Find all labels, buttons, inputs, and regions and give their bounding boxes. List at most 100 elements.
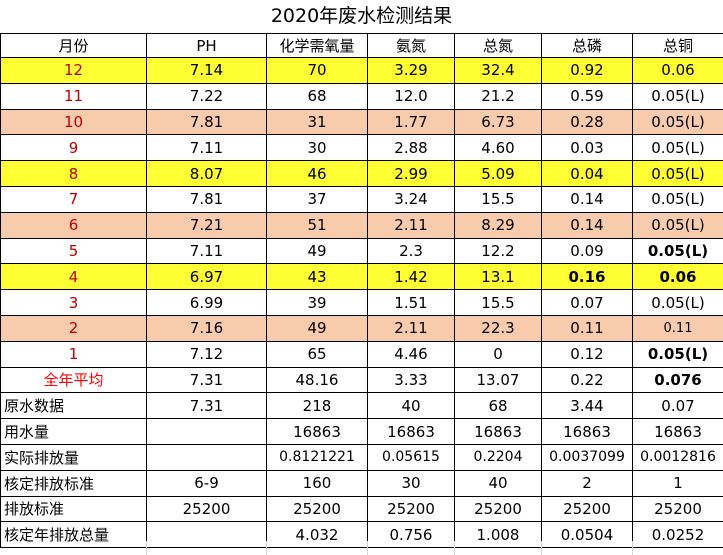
total-phosphorus-cell: 0.14 [541, 185, 633, 213]
ph-cell [146, 521, 267, 549]
ammonia-nitrogen-cell: 3.29 [367, 57, 455, 84]
summary-label: 实际排放量 [0, 443, 147, 471]
ammonia-nitrogen-cell: 25200 [367, 495, 455, 523]
header-total-copper: 总铜 [632, 33, 723, 58]
header-cod: 化学需氧量 [266, 33, 368, 58]
month-cell: 3 [0, 289, 147, 316]
total-copper-cell: 0.05(L) [632, 108, 723, 136]
ph-cell [146, 418, 267, 445]
cod-cell: 70 [266, 57, 368, 84]
total-nitrogen-cell: 0 [454, 340, 542, 368]
total-phosphorus-cell: 16863 [541, 418, 633, 445]
month-cell: 9 [0, 134, 147, 162]
ammonia-nitrogen-cell: 1.77 [367, 108, 455, 136]
total-phosphorus-cell: 3.44 [541, 392, 633, 420]
cod-cell: 37 [266, 185, 368, 213]
cod-cell: 48.16 [266, 366, 368, 394]
total-copper-cell: 0.0012816 [632, 443, 723, 471]
ammonia-nitrogen-cell: 0.756 [367, 521, 455, 549]
total-copper-cell: 0.06 [632, 57, 723, 84]
header-ph: PH [146, 33, 267, 58]
cod-cell: 25200 [266, 495, 368, 523]
cod-cell: 31 [266, 108, 368, 136]
ph-cell: 7.31 [146, 392, 267, 420]
total-phosphorus-cell: 0.28 [541, 108, 633, 136]
total-nitrogen-cell: 25200 [454, 495, 542, 523]
summary-label: 核定年排放总量 [0, 521, 147, 549]
ammonia-nitrogen-cell: 1.51 [367, 289, 455, 316]
total-nitrogen-cell: 15.5 [454, 289, 542, 316]
ph-cell: 7.81 [146, 108, 267, 136]
month-cell: 4 [0, 263, 147, 291]
ammonia-nitrogen-cell: 2.99 [367, 160, 455, 187]
cod-cell: 46 [266, 160, 368, 187]
table-title: 2020年废水检测结果 [270, 5, 453, 27]
ammonia-nitrogen-cell: 1.42 [367, 263, 455, 291]
month-cell: 11 [0, 82, 147, 110]
cod-cell: 16863 [266, 418, 368, 445]
total-nitrogen-cell: 15.5 [454, 185, 542, 213]
total-phosphorus-cell: 0.14 [541, 211, 633, 239]
table-row: 12 7.14 70 3.29 32.4 0.92 0.06 [0, 57, 723, 84]
ammonia-nitrogen-cell: 3.33 [367, 366, 455, 394]
summary-label: 核定排放标准 [0, 469, 147, 497]
total-nitrogen-cell: 6.73 [454, 108, 542, 136]
ammonia-nitrogen-cell: 2.11 [367, 211, 455, 239]
total-nitrogen-cell: 21.2 [454, 82, 542, 110]
wastewater-results-table: 月份 PH 化学需氧量 氨氮 总氮 总磷 总铜 12 7.14 70 3.29 32.4… [0, 33, 723, 549]
header-total-nitrogen: 总氮 [454, 33, 542, 58]
cod-cell: 218 [266, 392, 368, 420]
total-copper-cell: 0.05(L) [632, 237, 723, 265]
header-total-phosphorus: 总磷 [541, 33, 633, 58]
ph-cell [146, 443, 267, 471]
total-phosphorus-cell: 0.03 [541, 134, 633, 162]
total-phosphorus-cell: 0.12 [541, 340, 633, 368]
month-cell: 12 [0, 57, 147, 84]
total-copper-cell: 0.05(L) [632, 134, 723, 162]
table-row: 5 7.11 49 2.3 12.2 0.09 0.05(L) [0, 237, 723, 265]
ammonia-nitrogen-cell: 0.05615 [367, 443, 455, 471]
cod-cell: 30 [266, 134, 368, 162]
total-copper-cell: 0.05(L) [632, 211, 723, 239]
ph-cell: 8.07 [146, 160, 267, 187]
summary-row: 实际排放量 0.8121221 0.05615 0.2204 0.0037099 0.00… [0, 443, 723, 471]
table-row: 9 7.11 30 2.88 4.60 0.03 0.05(L) [0, 134, 723, 162]
ph-cell: 7.11 [146, 237, 267, 265]
ammonia-nitrogen-cell: 30 [367, 469, 455, 497]
total-phosphorus-cell: 25200 [541, 495, 633, 523]
total-nitrogen-cell: 0.2204 [454, 443, 542, 471]
ph-cell: 7.81 [146, 185, 267, 213]
ph-cell: 7.21 [146, 211, 267, 239]
ammonia-nitrogen-cell: 2.11 [367, 314, 455, 342]
summary-label: 用水量 [0, 418, 147, 445]
summary-row: 核定排放标准 6-9 160 30 40 2 1 [0, 469, 723, 497]
month-cell: 10 [0, 108, 147, 136]
cod-cell: 160 [266, 469, 368, 497]
summary-row: 核定年排放总量 4.032 0.756 1.008 0.0504 0.0252 [0, 521, 723, 549]
cod-cell: 39 [266, 289, 368, 316]
total-phosphorus-cell: 0.0037099 [541, 443, 633, 471]
month-cell: 6 [0, 211, 147, 239]
ph-cell: 7.31 [146, 366, 267, 394]
header-row: 月份 PH 化学需氧量 氨氮 总氮 总磷 总铜 [0, 33, 723, 58]
ammonia-nitrogen-cell: 40 [367, 392, 455, 420]
summary-row: 用水量 16863 16863 16863 16863 16863 [0, 418, 723, 445]
ammonia-nitrogen-cell: 2.88 [367, 134, 455, 162]
total-copper-cell: 0.076 [632, 366, 723, 394]
total-copper-cell: 0.05(L) [632, 340, 723, 368]
total-nitrogen-cell: 22.3 [454, 314, 542, 342]
month-cell: 5 [0, 237, 147, 265]
total-copper-cell: 0.05(L) [632, 160, 723, 187]
total-copper-cell: 16863 [632, 418, 723, 445]
header-month: 月份 [0, 33, 147, 58]
total-phosphorus-cell: 0.92 [541, 57, 633, 84]
total-nitrogen-cell: 13.07 [454, 366, 542, 394]
total-nitrogen-cell: 13.1 [454, 263, 542, 291]
ph-cell: 7.22 [146, 82, 267, 110]
cod-cell: 0.8121221 [266, 443, 368, 471]
cod-cell: 43 [266, 263, 368, 291]
total-phosphorus-cell: 0.16 [541, 263, 633, 291]
cod-cell: 68 [266, 82, 368, 110]
ammonia-nitrogen-cell: 2.3 [367, 237, 455, 265]
total-copper-cell: 1 [632, 469, 723, 497]
